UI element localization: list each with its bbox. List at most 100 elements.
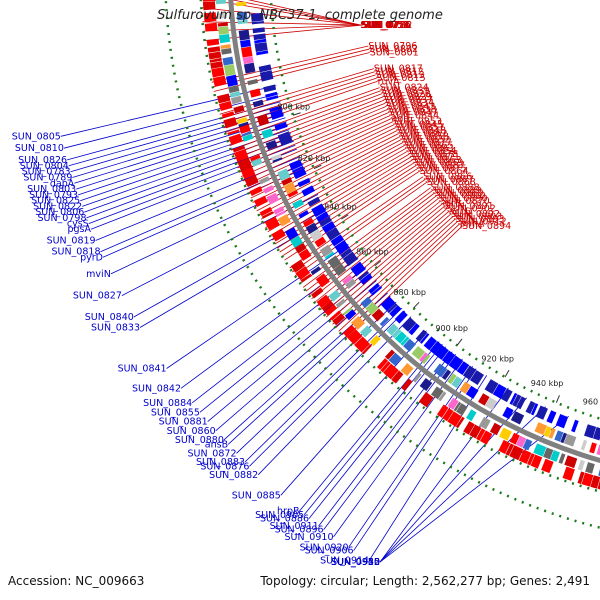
gene-label[interactable]: SUN_0838 [388,104,437,115]
gene-label[interactable]: SUN_0912 [458,216,507,227]
gene-label[interactable]: SUN_0796 [368,41,417,52]
gene-label[interactable]: SUN_0810 [15,143,64,154]
gene-label[interactable]: SUN_0848 [397,126,446,137]
gene-label[interactable]: SUN_0882 [209,470,258,481]
gene-label[interactable]: SUN_0906 [305,546,354,557]
gene-label[interactable]: phnA [460,219,485,230]
gene-label[interactable]: SUN_0864 [420,166,469,177]
gene-label[interactable]: SUN_0842 [132,383,181,394]
gene-label[interactable]: SUN_0860 [167,426,216,437]
gene-label[interactable]: SUN_0813 [376,70,425,81]
gene-label[interactable]: SUN_0829 [383,92,432,103]
gene-label[interactable]: SUN_0805 [12,131,61,142]
gene-label[interactable]: SUN_0804 [20,161,69,172]
gene-label[interactable]: accD [449,206,473,217]
gene-label[interactable]: hrpB [277,506,299,517]
gene-label[interactable]: SUN_0920 [300,542,349,553]
gene-label[interactable]: SUN_0889 [433,185,482,196]
gene-label[interactable]: SUN_0894 [462,221,511,232]
gene-label[interactable]: cysS [67,219,89,230]
gene-label[interactable]: SUN_0914 [320,556,369,567]
gene-label[interactable]: SUN_0801 [370,48,419,59]
gene-label[interactable]: SUN_0802 [369,44,418,55]
gene-label[interactable]: SUN_0793 [29,190,78,201]
gene-label[interactable]: SUN_0877 [403,138,452,149]
gene-label[interactable]: SUN_0822 [33,201,82,212]
gene-label[interactable]: SUN_0862 [399,129,448,140]
gene-label[interactable]: SUN_0752 [360,20,409,31]
gene-label[interactable]: SUN_0870 [441,196,490,207]
gene-label[interactable]: SUN_0833 [91,323,140,334]
gene-label[interactable]: SUN_0824 [380,83,429,94]
gene-label[interactable]: ruvA [378,76,401,87]
gene-label[interactable]: SUN_0757 [361,20,410,31]
gene-label[interactable]: SUN_0903 [453,211,502,222]
gene-label[interactable]: SUN_0845 [394,120,443,131]
gene-label[interactable]: SUN_0878 [409,149,458,160]
gene-label[interactable]: SUN_0922 [331,557,380,568]
gene-label[interactable]: SUN_0911 [270,521,319,532]
gene-label[interactable]: SUN_0905 [255,510,304,521]
gene-label[interactable]: mviN [86,269,111,280]
gene-label[interactable]: SUN_0885 [232,490,281,501]
gene-label[interactable]: SUN_0863 [413,155,462,166]
gene-label[interactable]: SUN_0826 [18,155,67,166]
gene-label[interactable]: SUN_0869 [435,188,484,199]
gene-label[interactable]: SUN_0803 [27,184,76,195]
gene-label[interactable]: SUN_0867 [425,175,474,186]
gene-label[interactable]: SUN_0786 [362,20,411,31]
gene-label[interactable]: SUN_0825 [31,196,80,207]
gene-label[interactable]: SUN_0827 [73,291,122,302]
gene-label[interactable]: SUN_0900 [437,191,486,202]
gene-label[interactable]: SUN_0868 [427,177,476,188]
gene-label[interactable]: SUN_0887 [416,161,465,172]
gene-label[interactable]: SUN_0844 [390,111,439,122]
gene-label[interactable]: SUN_0754 [361,20,410,31]
gene-label[interactable]: SUN_0880 [175,435,224,446]
gene-label[interactable]: SUN_0753 [360,20,409,31]
gene-label[interactable]: SUN_0817 [374,64,423,75]
gene-label[interactable]: SUN_0855 [151,407,200,418]
gene-label[interactable]: SUN_0806 [35,207,84,218]
gene-label[interactable]: SUN_0871 [411,152,460,163]
gene-label[interactable]: SUN_0875 [418,163,467,174]
gene-label[interactable]: SUN_0854 [408,146,457,157]
gene-label[interactable]: SUN_0902 [447,204,496,215]
gene-label[interactable]: SUN_0843 [386,101,435,112]
gene-label[interactable]: SUN_0815 [377,73,426,84]
gene-label[interactable]: SUN_0812 [375,67,424,78]
gene-label[interactable]: SUN_0818 [51,247,100,258]
gene-label[interactable]: SUN_0896 [275,525,324,536]
gene-label[interactable]: pyrD [80,252,103,263]
gene-label[interactable]: gltB [443,199,462,210]
gene-label[interactable]: SUN_0866 [423,172,472,183]
gene-label[interactable]: pgsA [67,224,91,235]
gene-label[interactable]: SUN_0861 [406,143,455,154]
gene-label[interactable]: SUN_0837 [384,95,433,106]
gene-label[interactable]: SUN_0884 [143,398,192,409]
gene-label[interactable]: SUN_0776 [362,20,411,31]
gene-label[interactable]: SUN_0930 [331,557,380,568]
gene-label[interactable]: SUN_0840 [85,312,134,323]
gene-label[interactable]: SUN_0783 [22,167,71,178]
gene-label[interactable]: SUN_0955 [331,557,380,568]
gene-label[interactable]: SUN_0891 [445,201,494,212]
gene-label[interactable]: SUN_0910 [284,532,333,543]
gene-label[interactable]: SUN_0859 [414,158,463,169]
gene-label[interactable]: SUN_0858 [400,132,449,143]
gene-label[interactable]: SUN_0888 [431,183,480,194]
gene-label[interactable]: SUN_0828 [382,89,431,100]
gene-label[interactable]: SUN_0841 [118,364,167,375]
gene-label[interactable]: SUN_0876 [200,461,249,472]
gene-label[interactable]: SUN_0883 [196,457,245,468]
gene-label[interactable]: SUN_0792 [363,20,412,31]
gene-label[interactable]: SUN_0886 [260,514,309,525]
gene-label[interactable]: SUN_0798 [37,213,86,224]
gene-label[interactable]: SUN_0857 [396,123,445,134]
gene-label[interactable]: dapA [50,178,75,189]
gene-label[interactable]: SUN_0893 [455,214,504,225]
gene-label[interactable]: SUN_0789 [23,173,72,184]
gene-label[interactable]: SUN_0839 [381,86,430,97]
gene-label[interactable]: ade [392,114,410,125]
gene-label[interactable]: SUN_0881 [159,417,208,428]
